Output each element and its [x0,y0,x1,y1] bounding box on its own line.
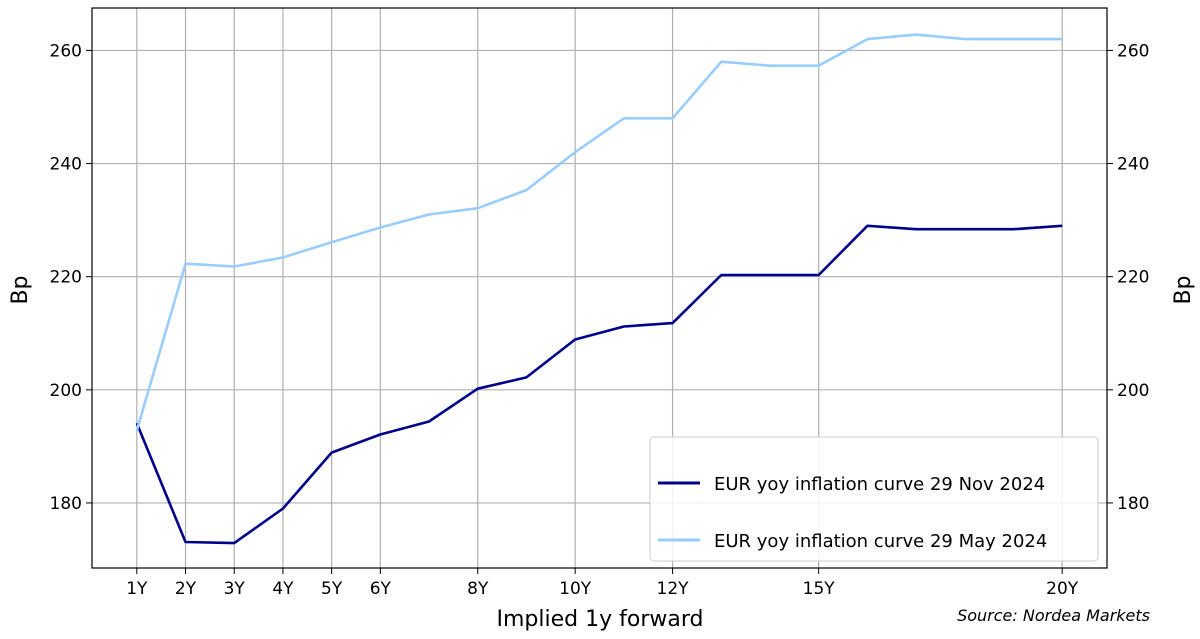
legend-label-may-2024: EUR yoy inflation curve 29 May 2024 [714,531,1047,552]
y-right-tick-label: 220 [1117,268,1149,288]
y-axis-right-ticks: 180 200 220 240 260 [1107,41,1149,514]
x-tick-label: 5Y [321,579,343,599]
y-right-tick-label: 240 [1117,155,1149,175]
y-left-tick-label: 220 [50,268,82,288]
x-axis-title: Implied 1y forward [497,607,704,632]
y-left-tick-label: 200 [50,381,82,401]
x-tick-label: 8Y [467,579,489,599]
series-lines [135,33,1063,545]
x-tick-label: 1Y [126,579,148,599]
series-line-0 [135,224,1063,545]
y-right-tick-label: 260 [1117,41,1149,61]
x-tick-label: 20Y [1046,579,1079,599]
legend: EUR yoy inflation curve 29 Nov 2024 EUR … [649,436,1099,562]
x-tick-label: 15Y [803,579,836,599]
y-left-tick-label: 240 [50,155,82,175]
x-tick-label: 10Y [559,579,592,599]
x-axis-ticks: 1Y 2Y 3Y 4Y 5Y 6Y 8Y 10Y 12Y 15Y 20Y [126,568,1079,599]
y-right-tick-label: 200 [1117,381,1149,401]
y-left-tick-label: 180 [50,494,82,514]
y-axis-left-ticks: 180 200 220 240 260 [50,41,92,514]
legend-label-nov-2024: EUR yoy inflation curve 29 Nov 2024 [714,474,1045,495]
y-left-tick-label: 260 [50,41,82,61]
y-right-tick-label: 180 [1117,494,1149,514]
y-axis-left-title: Bp [8,275,33,304]
series-line-1 [135,33,1063,431]
x-tick-label: 3Y [224,579,246,599]
x-tick-label: 6Y [370,579,392,599]
x-tick-label: 4Y [272,579,294,599]
plot-frame [91,7,1108,569]
grid-lines [92,8,1107,568]
y-axis-right-title: Bp [1171,275,1196,304]
x-tick-label: 12Y [657,579,690,599]
source-note: Source: Nordea Markets [957,606,1150,625]
x-tick-label: 2Y [175,579,197,599]
legend-box [649,436,1099,562]
